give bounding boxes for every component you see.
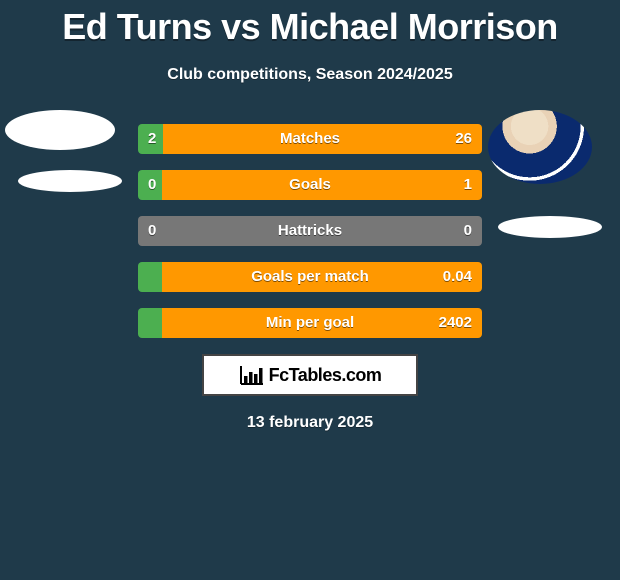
stat-bar: 00Hattricks <box>138 216 482 246</box>
brand-text: FcTables.com <box>269 365 382 386</box>
stat-bars-container: 226Matches 01Goals 00Hattricks 0.04Goals pe… <box>138 124 482 338</box>
stats-area: 226Matches 01Goals 00Hattricks 0.04Goals pe… <box>0 124 620 432</box>
bar-chart-icon <box>239 364 265 386</box>
avatar-right-photo <box>488 110 592 184</box>
brand-badge: FcTables.com <box>202 354 418 396</box>
stat-label: Goals per match <box>138 262 482 292</box>
page-title: Ed Turns vs Michael Morrison <box>0 0 620 48</box>
stat-label: Goals <box>138 170 482 200</box>
stat-bar: 01Goals <box>138 170 482 200</box>
stat-bar: 226Matches <box>138 124 482 154</box>
date-label: 13 february 2025 <box>0 414 620 432</box>
stat-bar: 2402Min per goal <box>138 308 482 338</box>
subtitle: Club competitions, Season 2024/2025 <box>0 66 620 84</box>
avatar-right-shadow <box>498 216 602 238</box>
avatar-left-shadow <box>18 170 122 192</box>
stat-label: Matches <box>138 124 482 154</box>
stat-label: Min per goal <box>138 308 482 338</box>
avatar-left-placeholder <box>5 110 115 150</box>
stat-bar: 0.04Goals per match <box>138 262 482 292</box>
stat-label: Hattricks <box>138 216 482 246</box>
